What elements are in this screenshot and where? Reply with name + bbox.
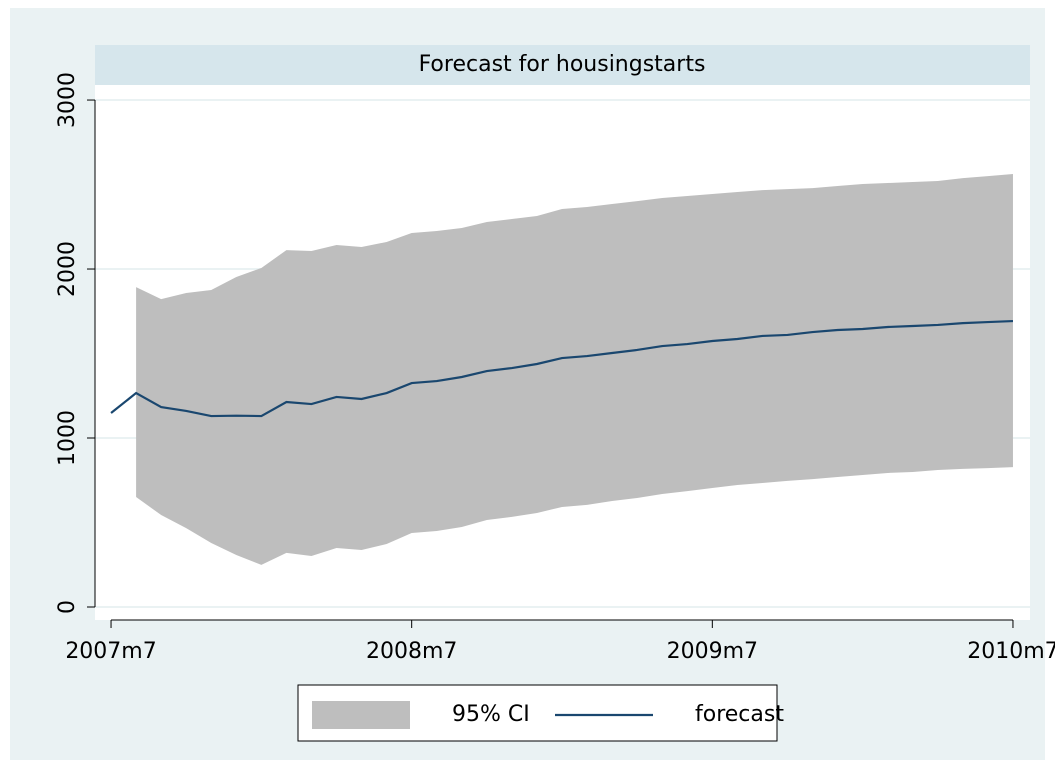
- forecast-line: [110, 319, 1014, 418]
- y-tick-label: 0: [55, 600, 80, 614]
- x-tick-label: 2010m7: [967, 639, 1055, 664]
- x-tick-label: 2007m7: [65, 639, 156, 664]
- y-tick-label: 2000: [55, 241, 80, 297]
- title-bar: [95, 45, 1030, 85]
- ci-band: [136, 174, 1013, 565]
- x-tick-label: 2008m7: [366, 639, 457, 664]
- legend-swatch: [312, 701, 410, 729]
- legend-label: 95% CI: [452, 702, 530, 727]
- x-tick-label: 2009m7: [667, 639, 758, 664]
- axes: 0 1000 2000 3000 2007m7 2008m7 2009m7 2010m7: [55, 72, 1055, 664]
- chart-title: Forecast for housingstarts: [419, 52, 706, 77]
- marks: [110, 174, 1014, 565]
- y-tick-label: 1000: [55, 410, 80, 466]
- legend-label: forecast: [695, 702, 784, 727]
- y-tick-label: 3000: [55, 72, 80, 128]
- legend-items: 95% CI forecast: [312, 701, 784, 729]
